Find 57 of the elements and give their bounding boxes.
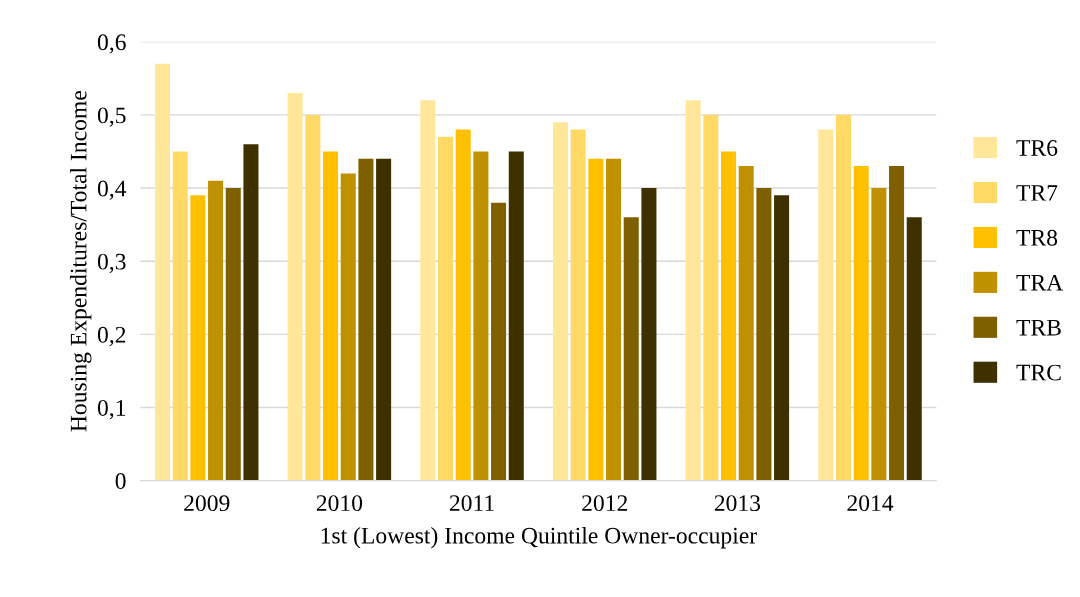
bar xyxy=(818,129,834,481)
x-tick-label: 2013 xyxy=(714,495,761,512)
bar xyxy=(305,114,321,481)
y-tick-label: 0,5 xyxy=(97,107,126,127)
bar xyxy=(889,166,905,481)
x-tick-label: 2009 xyxy=(184,495,230,512)
bar xyxy=(376,158,392,481)
bar xyxy=(358,158,374,481)
bar xyxy=(287,92,303,481)
bar xyxy=(438,136,454,481)
bar xyxy=(154,63,171,481)
y-tick-label: 0,3 xyxy=(97,253,126,274)
y-tick-label: 0,2 xyxy=(97,326,126,347)
bar xyxy=(871,188,887,481)
bar xyxy=(774,195,790,481)
bar xyxy=(606,158,622,481)
x-tick-label: 2014 xyxy=(847,495,894,512)
x-tick-label: 2011 xyxy=(449,495,494,512)
y-tick-label: 0,4 xyxy=(97,180,127,200)
y-axis-title: Housing Expenditures/Total Income xyxy=(69,91,92,432)
bar xyxy=(420,100,436,481)
bar xyxy=(641,188,657,481)
bar xyxy=(473,151,489,481)
bar xyxy=(853,166,869,481)
legend-label: TRA xyxy=(1016,274,1064,291)
bar xyxy=(721,151,737,481)
bar xyxy=(906,217,922,481)
y-tick-label: 0,6 xyxy=(97,34,126,54)
x-tick-label: 2010 xyxy=(316,495,363,512)
bar xyxy=(225,188,241,481)
bar xyxy=(190,195,206,481)
bar xyxy=(455,129,471,481)
y-tick-label: 0 xyxy=(115,473,126,490)
bar xyxy=(588,158,604,481)
bar xyxy=(491,202,507,481)
bar xyxy=(835,114,852,481)
bar xyxy=(623,217,639,481)
x-axis-title: 1st (Lowest) Income Quintile Owner-occupier xyxy=(321,527,757,549)
legend-label: TRB xyxy=(1016,319,1061,336)
bar xyxy=(703,114,719,481)
legend-label: TR6 xyxy=(1016,140,1058,156)
bar xyxy=(323,151,339,481)
bar xyxy=(340,173,356,481)
bar xyxy=(738,166,754,481)
bar xyxy=(243,144,259,481)
bar xyxy=(172,151,188,481)
x-tick-label: 2012 xyxy=(582,495,628,512)
legend-label: TRC xyxy=(1016,364,1061,381)
bar xyxy=(756,188,772,481)
y-tick-label: 0,1 xyxy=(97,399,126,420)
bar xyxy=(208,180,224,481)
legend-label: TR7 xyxy=(1016,185,1058,201)
bar xyxy=(685,100,701,481)
bar xyxy=(508,151,524,481)
legend-label: TR8 xyxy=(1016,229,1058,246)
bar xyxy=(570,129,586,481)
bar xyxy=(552,122,569,481)
